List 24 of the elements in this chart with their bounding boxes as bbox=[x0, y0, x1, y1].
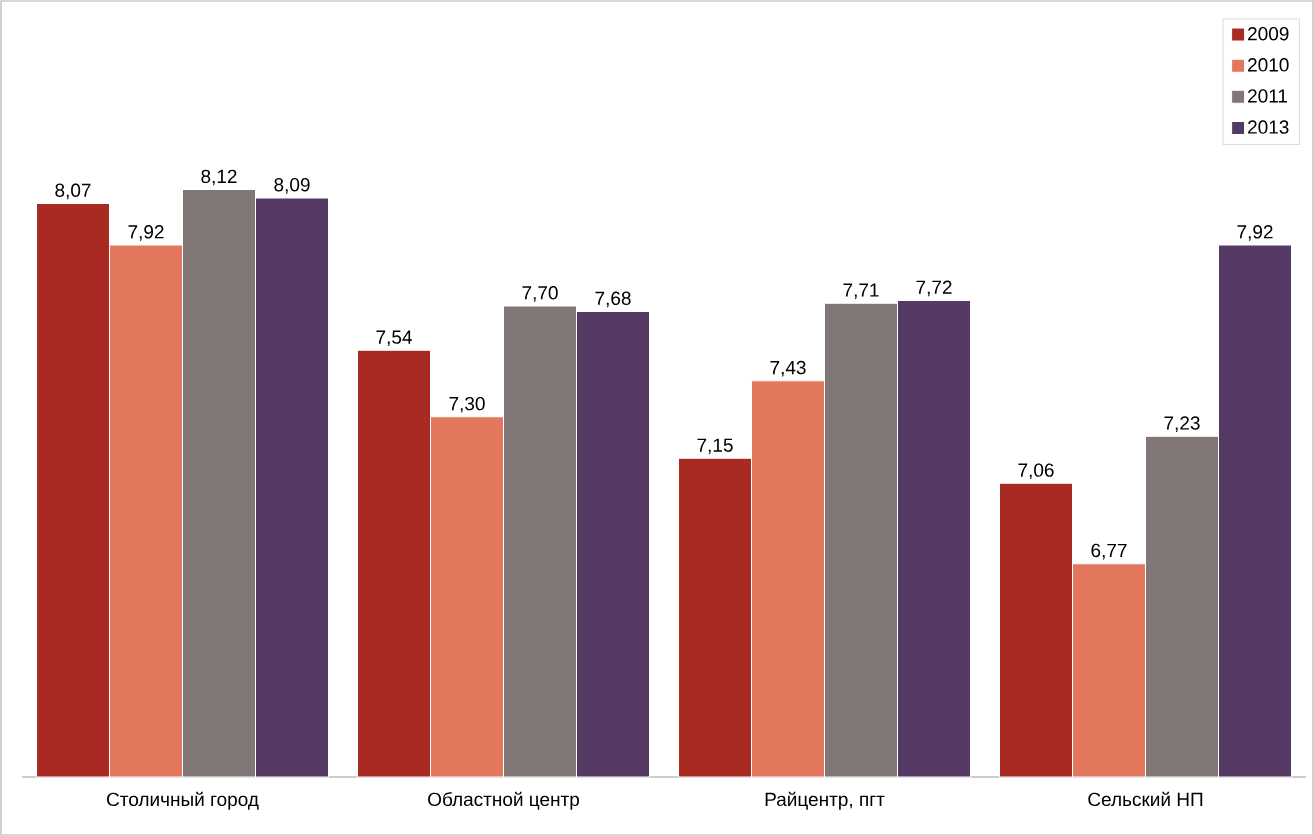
data-label: 6,77 bbox=[1091, 543, 1127, 560]
data-label: 8,09 bbox=[274, 177, 310, 194]
data-label: 7,06 bbox=[1018, 463, 1054, 480]
data-label: 7,72 bbox=[916, 280, 952, 297]
data-label: 7,54 bbox=[376, 330, 412, 347]
legend-label: 2011 bbox=[1248, 89, 1288, 103]
data-label: 7,71 bbox=[843, 283, 879, 299]
legend-label: 2009 bbox=[1248, 27, 1289, 41]
legend-label: 2010 bbox=[1248, 58, 1289, 72]
data-label: 8,07 bbox=[55, 183, 91, 200]
x-tick-label: Областной центр bbox=[428, 791, 580, 810]
data-label: 7,30 bbox=[449, 396, 485, 413]
data-label: 8,12 bbox=[201, 169, 237, 186]
data-label: 7,43 bbox=[770, 360, 806, 377]
data-label: 7,23 bbox=[1164, 416, 1200, 432]
legend-label: 2013 bbox=[1248, 120, 1289, 134]
x-tick-label: Сельский НП bbox=[1088, 791, 1203, 807]
data-label: 7,92 bbox=[128, 225, 164, 241]
data-label: 7,92 bbox=[1237, 225, 1273, 241]
data-label: 7,15 bbox=[697, 438, 733, 455]
data-label: 7,70 bbox=[522, 286, 558, 302]
data-label: 7,68 bbox=[595, 291, 631, 308]
x-tick-label: Райцентр, пгт bbox=[765, 791, 885, 810]
x-tick-label: Столичный город bbox=[107, 791, 259, 810]
